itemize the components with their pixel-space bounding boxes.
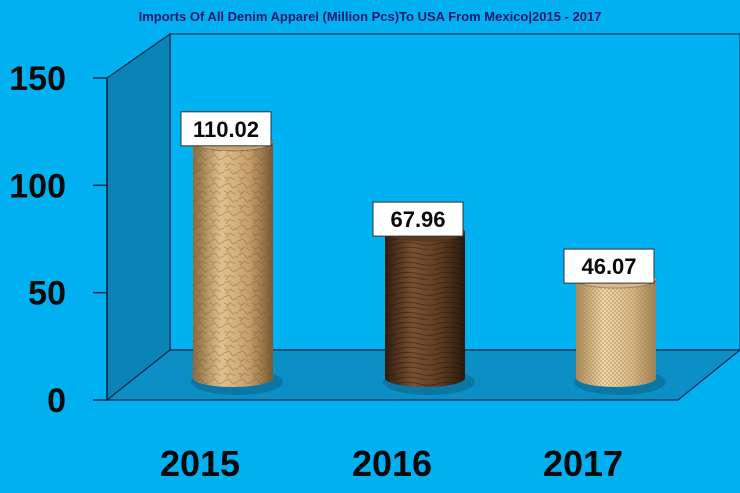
x-category-label: 2016 bbox=[352, 443, 432, 484]
data-label-text: 110.02 bbox=[193, 117, 259, 142]
y-axis: 0 50 100 150 bbox=[9, 60, 107, 420]
bar-2015 bbox=[191, 132, 283, 395]
bar-texture bbox=[193, 141, 273, 387]
side-wall bbox=[106, 32, 171, 402]
data-labels: 110.02 67.96 46.07 bbox=[180, 111, 655, 284]
y-tick-label: 0 bbox=[47, 382, 66, 420]
y-tick-label: 150 bbox=[9, 60, 66, 98]
data-label-2017: 46.07 bbox=[563, 248, 655, 284]
data-label-2015: 110.02 bbox=[180, 111, 272, 147]
y-tick-label: 100 bbox=[9, 167, 66, 205]
data-label-2016: 67.96 bbox=[372, 201, 464, 237]
bar-2016 bbox=[383, 222, 475, 395]
bar-texture bbox=[576, 279, 656, 387]
chart-title: Imports Of All Denim Apparel (Million Pc… bbox=[139, 9, 602, 24]
x-category-label: 2017 bbox=[543, 443, 623, 484]
data-label-box bbox=[180, 111, 272, 147]
x-axis: 2015 2016 2017 bbox=[160, 443, 623, 484]
bar-2017 bbox=[574, 269, 666, 395]
x-category-label: 2015 bbox=[160, 443, 240, 484]
data-label-box bbox=[372, 201, 464, 237]
data-label-text: 67.96 bbox=[390, 207, 445, 232]
data-label-text: 46.07 bbox=[581, 254, 636, 279]
bar-texture bbox=[385, 232, 465, 387]
y-tick-label: 50 bbox=[28, 275, 66, 313]
data-label-box bbox=[563, 248, 655, 284]
